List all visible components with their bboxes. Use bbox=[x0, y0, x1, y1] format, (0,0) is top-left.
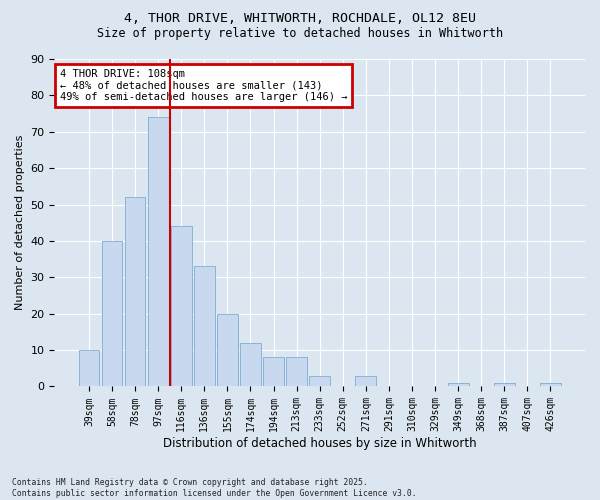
Bar bbox=[286, 358, 307, 386]
Bar bbox=[310, 376, 330, 386]
Text: 4 THOR DRIVE: 108sqm
← 48% of detached houses are smaller (143)
49% of semi-deta: 4 THOR DRIVE: 108sqm ← 48% of detached h… bbox=[60, 69, 347, 102]
Bar bbox=[448, 383, 469, 386]
Bar bbox=[217, 314, 238, 386]
Bar bbox=[79, 350, 99, 387]
Bar bbox=[263, 358, 284, 386]
Y-axis label: Number of detached properties: Number of detached properties bbox=[15, 135, 25, 310]
Text: 4, THOR DRIVE, WHITWORTH, ROCHDALE, OL12 8EU: 4, THOR DRIVE, WHITWORTH, ROCHDALE, OL12… bbox=[124, 12, 476, 26]
Bar bbox=[355, 376, 376, 386]
Bar bbox=[148, 117, 169, 386]
Bar bbox=[101, 241, 122, 386]
Text: Size of property relative to detached houses in Whitworth: Size of property relative to detached ho… bbox=[97, 28, 503, 40]
Bar bbox=[540, 383, 561, 386]
Text: Contains HM Land Registry data © Crown copyright and database right 2025.
Contai: Contains HM Land Registry data © Crown c… bbox=[12, 478, 416, 498]
Bar bbox=[125, 198, 145, 386]
Bar bbox=[194, 266, 215, 386]
Bar bbox=[494, 383, 515, 386]
Bar bbox=[240, 343, 261, 386]
Bar bbox=[171, 226, 191, 386]
X-axis label: Distribution of detached houses by size in Whitworth: Distribution of detached houses by size … bbox=[163, 437, 476, 450]
